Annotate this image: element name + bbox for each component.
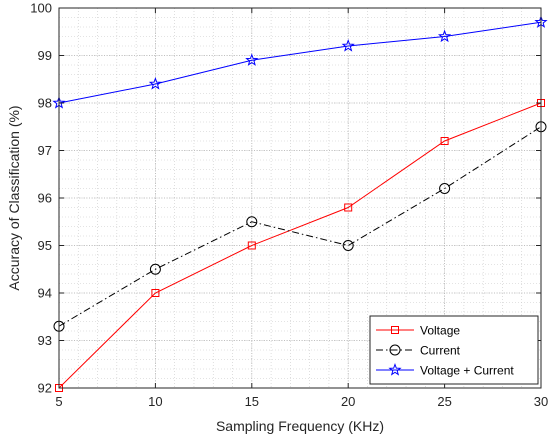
x-tick-label: 15 xyxy=(245,394,259,409)
legend-marker xyxy=(389,344,401,356)
y-axis-title: Accuracy of Classification (%) xyxy=(6,105,22,290)
x-axis-title: Sampling Frequency (KHz) xyxy=(216,418,384,434)
data-point xyxy=(341,39,355,52)
x-tick-label: 10 xyxy=(148,394,162,409)
y-tick-label: 98 xyxy=(38,96,52,111)
data-point xyxy=(439,183,451,194)
x-tick-label: 5 xyxy=(55,394,62,409)
data-point xyxy=(247,241,256,250)
data-point xyxy=(148,77,162,90)
y-tick-label: 97 xyxy=(38,143,52,158)
legend-marker xyxy=(388,363,402,376)
y-tick-label: 100 xyxy=(30,1,52,16)
data-point xyxy=(151,289,160,297)
x-tick-label: 25 xyxy=(437,394,451,409)
x-tick-label: 30 xyxy=(534,394,548,409)
y-tick-label: 92 xyxy=(38,381,52,396)
data-point xyxy=(245,53,259,66)
legend-label: Voltage + Current xyxy=(420,364,514,378)
series-line xyxy=(58,21,542,104)
series-line xyxy=(58,126,542,327)
legend-label: Current xyxy=(420,344,461,358)
data-point xyxy=(342,240,354,251)
data-point xyxy=(438,29,452,43)
y-tick-label: 94 xyxy=(38,286,52,301)
y-tick-label: 96 xyxy=(38,191,52,206)
data-point xyxy=(344,203,353,212)
legend-marker xyxy=(391,326,399,334)
legend-label: Voltage xyxy=(420,324,460,338)
data-point xyxy=(440,137,449,145)
y-tick-label: 95 xyxy=(38,238,52,253)
data-point xyxy=(149,263,161,275)
y-tick-label: 99 xyxy=(38,48,52,63)
legend: Voltage Current Voltage + Current xyxy=(369,315,539,385)
data-point xyxy=(246,216,258,228)
y-tick-label: 93 xyxy=(38,333,52,348)
x-tick-label: 20 xyxy=(341,394,355,409)
tick-labels: 5 10 15 20 25 30 92 93 94 95 96 97 98 99 100 xyxy=(30,1,548,410)
series-line xyxy=(58,102,542,389)
series-voltage-current xyxy=(52,15,548,109)
